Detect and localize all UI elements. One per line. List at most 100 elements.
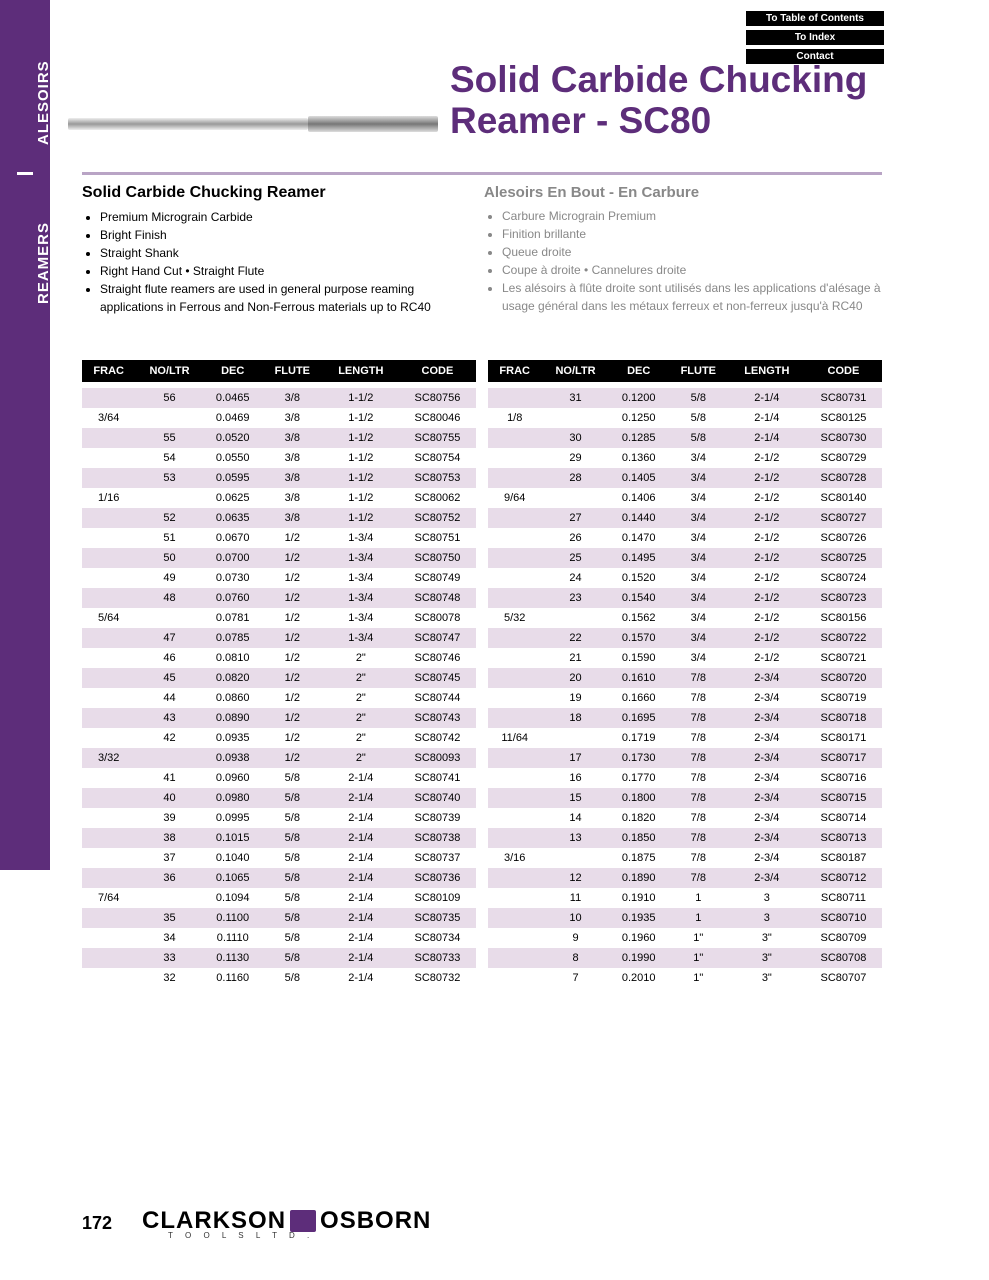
table-header: CODE — [399, 360, 476, 382]
table-cell: 1-3/4 — [323, 608, 399, 628]
table-cell: 2-3/4 — [729, 808, 805, 828]
table-cell: 7/8 — [668, 768, 729, 788]
table-row: 500.07001/21-3/4SC80750 — [82, 548, 476, 568]
spec-table-left: FRACNO/LTRDECFLUTELENGTHCODE560.04653/81… — [82, 360, 476, 988]
table-cell: 41 — [135, 768, 203, 788]
table-cell: 0.0635 — [204, 508, 262, 528]
table-cell: 42 — [135, 728, 203, 748]
table-cell: 0.0520 — [204, 428, 262, 448]
table-cell: 7/8 — [668, 808, 729, 828]
table-row: 420.09351/22"SC80742 — [82, 728, 476, 748]
table-cell — [488, 808, 541, 828]
table-cell: 1/2 — [262, 588, 323, 608]
table-row: 110.191013SC80711 — [488, 888, 882, 908]
table-cell: 0.1360 — [610, 448, 668, 468]
table-cell: 1-1/2 — [323, 408, 399, 428]
table-row: 450.08201/22"SC80745 — [82, 668, 476, 688]
table-cell: SC80140 — [805, 488, 882, 508]
table-cell: 0.1935 — [610, 908, 668, 928]
table-header: DEC — [204, 360, 262, 382]
table-row: 240.15203/42-1/2SC80724 — [488, 568, 882, 588]
table-cell: SC80719 — [805, 688, 882, 708]
table-row: 340.11105/82-1/4SC80734 — [82, 928, 476, 948]
table-cell — [82, 428, 135, 448]
table-cell: 2-3/4 — [729, 748, 805, 768]
table-cell: 53 — [135, 468, 203, 488]
table-cell: SC80732 — [399, 968, 476, 988]
table-cell: 2-1/4 — [323, 888, 399, 908]
table-cell: 3/8 — [262, 408, 323, 428]
table-cell: SC80745 — [399, 668, 476, 688]
table-cell — [135, 488, 203, 508]
table-cell: 3 — [729, 888, 805, 908]
table-cell: 1-1/2 — [323, 448, 399, 468]
table-cell: 0.1820 — [610, 808, 668, 828]
table-cell: 5/8 — [262, 948, 323, 968]
bullet-item: Coupe à droite • Cannelures droite — [502, 261, 884, 279]
table-cell: 7/8 — [668, 828, 729, 848]
table-cell: SC80046 — [399, 408, 476, 428]
bullet-item: Queue droite — [502, 243, 884, 261]
table-cell — [82, 648, 135, 668]
table-cell: 0.0550 — [204, 448, 262, 468]
table-cell: SC80752 — [399, 508, 476, 528]
table-cell: 1" — [668, 928, 729, 948]
table-cell: 2-1/4 — [323, 828, 399, 848]
table-cell: 2-1/4 — [323, 968, 399, 988]
table-cell: 0.0595 — [204, 468, 262, 488]
bullet-item: Les alésoirs à flûte droite sont utilisé… — [502, 279, 884, 315]
table-row: 380.10155/82-1/4SC80738 — [82, 828, 476, 848]
table-cell: 0.1800 — [610, 788, 668, 808]
table-cell: SC80724 — [805, 568, 882, 588]
sidebar-label-alesoirs: ALESOIRS — [35, 60, 52, 145]
table-row: 80.19901"3"SC80708 — [488, 948, 882, 968]
page-footer: 172 CLARKSON OSBORN T O O L S L T D . — [82, 1207, 882, 1240]
page-title: Solid Carbide Chucking Reamer - SC80 — [450, 60, 970, 141]
spec-tables: FRACNO/LTRDECFLUTELENGTHCODE560.04653/81… — [82, 360, 882, 988]
table-row: 560.04653/81-1/2SC80756 — [82, 388, 476, 408]
table-cell: 2" — [323, 708, 399, 728]
table-row: 440.08601/22"SC80744 — [82, 688, 476, 708]
table-cell: 2-1/2 — [729, 568, 805, 588]
table-cell: 0.0700 — [204, 548, 262, 568]
table-cell: SC80718 — [805, 708, 882, 728]
table-cell: 0.1094 — [204, 888, 262, 908]
table-cell: 7/8 — [668, 748, 729, 768]
table-cell: 3/8 — [262, 388, 323, 408]
table-cell: 9/64 — [488, 488, 541, 508]
table-cell: 11/64 — [488, 728, 541, 748]
table-cell: 7/8 — [668, 728, 729, 748]
table-cell: 0.1040 — [204, 848, 262, 868]
table-cell: 45 — [135, 668, 203, 688]
table-cell: 1/2 — [262, 668, 323, 688]
table-cell: 29 — [541, 448, 609, 468]
table-cell — [82, 688, 135, 708]
bullet-item: Straight flute reamers are used in gener… — [100, 280, 472, 316]
table-cell: 2-3/4 — [729, 868, 805, 888]
table-cell: 22 — [541, 628, 609, 648]
table-cell: SC80753 — [399, 468, 476, 488]
table-row: 100.193513SC80710 — [488, 908, 882, 928]
table-cell — [541, 848, 609, 868]
table-cell: 0.1160 — [204, 968, 262, 988]
table-cell: 0.1405 — [610, 468, 668, 488]
table-cell: 0.1990 — [610, 948, 668, 968]
table-row: 510.06701/21-3/4SC80751 — [82, 528, 476, 548]
nav-toc[interactable]: To Table of Contents — [745, 10, 885, 27]
table-cell: 7/8 — [668, 688, 729, 708]
table-cell: 8 — [541, 948, 609, 968]
table-cell: 3/4 — [668, 528, 729, 548]
table-row: 170.17307/82-3/4SC80717 — [488, 748, 882, 768]
fr-bullets: Carbure Micrograin PremiumFinition brill… — [484, 207, 884, 315]
table-cell: 2-3/4 — [729, 728, 805, 748]
table-cell: 32 — [135, 968, 203, 988]
table-cell: 0.0781 — [204, 608, 262, 628]
nav-index[interactable]: To Index — [745, 29, 885, 46]
table-cell: 2" — [323, 728, 399, 748]
table-cell: 44 — [135, 688, 203, 708]
table-cell: SC80743 — [399, 708, 476, 728]
table-cell: 0.1890 — [610, 868, 668, 888]
table-cell: 3/4 — [668, 648, 729, 668]
table-cell — [541, 608, 609, 628]
table-cell: 7/8 — [668, 848, 729, 868]
